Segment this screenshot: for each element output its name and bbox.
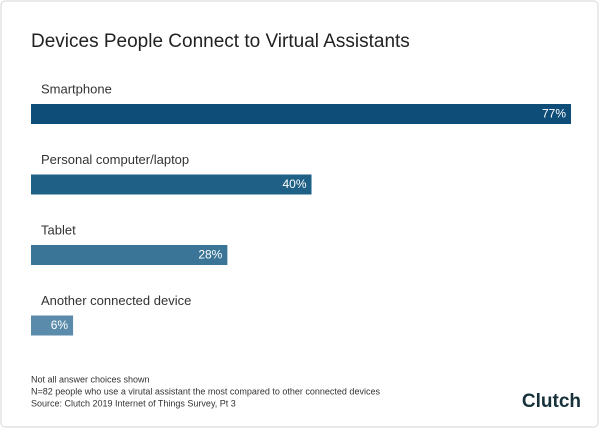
value-label: 40% (282, 177, 306, 191)
category-label: Personal computer/laptop (41, 152, 189, 167)
bar (31, 315, 74, 336)
category-label: Another connected device (41, 293, 191, 308)
category-label: Smartphone (41, 81, 112, 96)
bar (31, 174, 312, 195)
bar (31, 245, 228, 265)
note: N=82 people who use a virutal assistant … (31, 386, 380, 396)
category-label: Tablet (41, 222, 76, 237)
value-label: 28% (198, 248, 222, 262)
chart-title: Devices People Connect to Virtual Assist… (31, 31, 410, 52)
logo: Clutch (522, 391, 581, 412)
note: Source: Clutch 2019 Internet of Things S… (31, 398, 236, 408)
note: Not all answer choices shown (31, 374, 150, 384)
bar (31, 104, 571, 124)
value-label: 6% (51, 318, 69, 332)
value-label: 77% (542, 107, 566, 121)
